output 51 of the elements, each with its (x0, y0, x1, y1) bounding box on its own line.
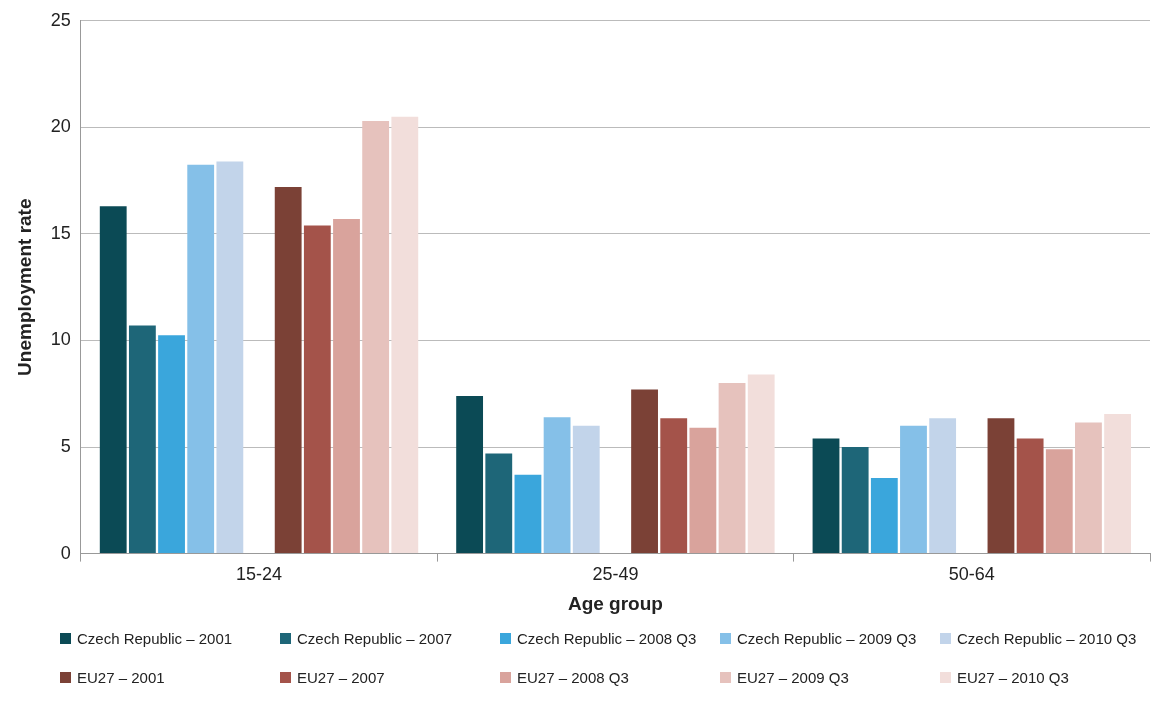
bar (128, 325, 156, 554)
legend-label: EU27 – 2007 (297, 669, 385, 686)
bar (631, 389, 658, 554)
legend-label: Czech Republic – 2009 Q3 (737, 630, 917, 647)
bar (1075, 422, 1102, 554)
y-axis-title: Unemployment rate (13, 198, 35, 376)
x-tick-label: 25-49 (592, 564, 639, 585)
bar (485, 453, 513, 554)
bar (362, 120, 390, 554)
y-tick-label: 15 (50, 222, 71, 243)
bar (543, 417, 571, 554)
y-tick-label: 25 (50, 9, 71, 30)
legend-label: EU27 – 2001 (77, 669, 165, 686)
x-axis-title: Age group (567, 592, 663, 614)
legend-label: EU27 – 2008 Q3 (517, 669, 629, 686)
legend-label: EU27 – 2009 Q3 (737, 669, 849, 686)
bar (812, 438, 840, 554)
bar (158, 335, 185, 554)
bar (187, 164, 215, 554)
bar (870, 477, 898, 554)
x-tick-label: 15-24 (235, 564, 283, 585)
bar (216, 161, 244, 554)
x-tick-label: 50-64 (948, 564, 995, 585)
bar (333, 219, 360, 554)
legend-label: Czech Republic – 2007 (297, 630, 453, 647)
bar (1045, 449, 1073, 554)
bar (660, 418, 688, 554)
legend-label: Czech Republic – 2001 (77, 630, 233, 647)
legend-label: EU27 – 2010 Q3 (957, 669, 1069, 686)
bar (99, 206, 127, 554)
bar (747, 374, 775, 554)
bar (900, 425, 927, 554)
bar (841, 447, 869, 554)
bar (274, 187, 302, 554)
y-tick-label: 5 (60, 436, 71, 457)
bar (391, 116, 419, 554)
bar (303, 225, 331, 554)
legend-label: Czech Republic – 2008 Q3 (517, 630, 697, 647)
y-tick-label: 0 (60, 542, 71, 563)
bar (929, 418, 957, 554)
bar (514, 474, 542, 554)
bar (689, 427, 717, 554)
y-tick-label: 20 (50, 116, 71, 137)
bar (1016, 438, 1044, 554)
legend-label: Czech Republic – 2010 Q3 (957, 630, 1137, 647)
bar (572, 425, 600, 554)
bar (718, 383, 746, 554)
bar (987, 418, 1015, 554)
bar (1104, 414, 1132, 554)
bar (456, 395, 484, 554)
y-tick-label: 10 (50, 329, 71, 350)
